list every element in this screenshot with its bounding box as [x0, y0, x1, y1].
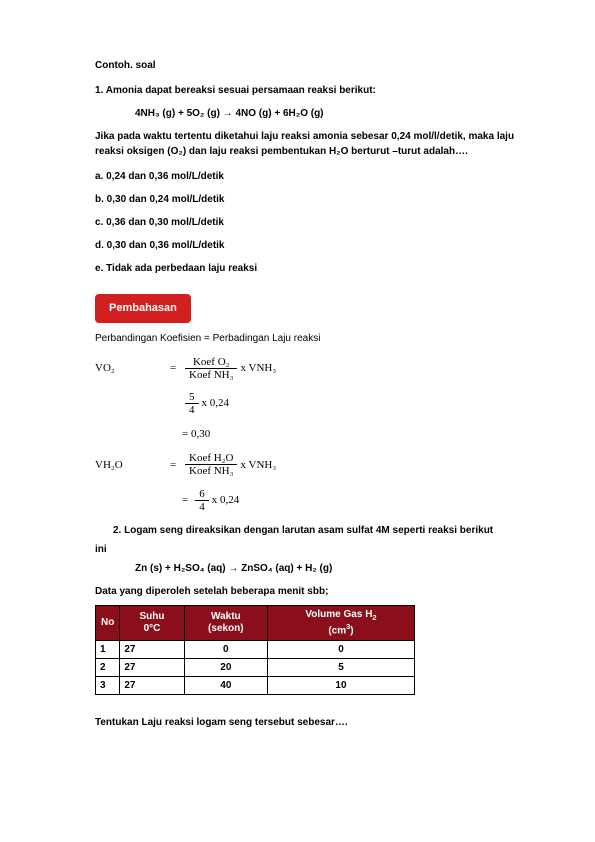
table-header-row: No Suhu0°C Waktu(sekon) Volume Gas H2(cm… [96, 605, 415, 640]
cell-waktu: 0 [184, 641, 267, 659]
vo2-step2-after: x 0,24 [202, 395, 230, 412]
q1-options: a. 0,24 dan 0,36 mol/L/detik b. 0,30 dan… [95, 169, 540, 276]
cell-suhu: 27 [120, 659, 184, 677]
q2-ini: ini [95, 542, 540, 557]
vh2o-den: Koef NH₃ [185, 465, 237, 477]
cell-no: 2 [96, 659, 120, 677]
cell-suhu: 27 [120, 641, 184, 659]
cell-volume: 10 [267, 677, 414, 695]
vo2-step2-num: 5 [185, 391, 199, 404]
q1-equation: 4NH₃ (g) + 5O₂ (g) → 4NO (g) + 6H₂O (g) [135, 106, 540, 121]
option-d: d. 0,30 dan 0,36 mol/L/detik [95, 238, 540, 253]
th-suhu: Suhu0°C [120, 605, 184, 640]
vh2o-label: VH₂O [95, 457, 170, 474]
q2-caption: Data yang diperoleh setelah beberapa men… [95, 584, 540, 599]
vo2-after: x VNH₃ [240, 360, 276, 377]
vo2-result: = 0,30 [182, 426, 540, 443]
cell-waktu: 20 [184, 659, 267, 677]
formula-vh2o: VH₂O = Koef H₂O Koef NH₃ x VNH₃ [95, 452, 540, 477]
vo2-step2: 5 4 x 0,24 [182, 391, 540, 416]
cell-no: 3 [96, 677, 120, 695]
table-row: 2 27 20 5 [96, 659, 415, 677]
vo2-step2-den: 4 [185, 404, 199, 416]
vh2o-step2-den: 4 [195, 501, 209, 513]
section-title: Contoh. soal [95, 58, 540, 73]
vo2-fraction: Koef O₂ Koef NH₃ [185, 356, 237, 381]
cell-volume: 0 [267, 641, 414, 659]
vh2o-step2-num: 6 [195, 488, 209, 501]
cell-no: 1 [96, 641, 120, 659]
cell-waktu: 40 [184, 677, 267, 695]
th-no: No [96, 605, 120, 640]
vo2-eq: = [170, 360, 182, 377]
q2-equation: Zn (s) + H₂SO₄ (aq) → ZnSO₄ (aq) + H₂ (g… [135, 561, 540, 576]
vh2o-step2: = 6 4 x 0,24 [182, 488, 540, 513]
table-row: 1 27 0 0 [96, 641, 415, 659]
final-prompt: Tentukan Laju reaksi logam seng tersebut… [95, 715, 540, 730]
vh2o-step2-after: x 0,24 [212, 492, 240, 509]
vo2-label: VO₂ [95, 360, 170, 377]
option-b: b. 0,30 dan 0,24 mol/L/detik [95, 192, 540, 207]
th-waktu: Waktu(sekon) [184, 605, 267, 640]
option-c: c. 0,36 dan 0,30 mol/L/detik [95, 215, 540, 230]
th-volume: Volume Gas H2(cm3) [267, 605, 414, 640]
vo2-num: Koef O₂ [185, 356, 237, 369]
q1-prompt: 1. Amonia dapat bereaksi sesuai persamaa… [95, 83, 540, 98]
vh2o-after: x VNH₃ [240, 457, 276, 474]
option-a: a. 0,24 dan 0,36 mol/L/detik [95, 169, 540, 184]
data-table: No Suhu0°C Waktu(sekon) Volume Gas H2(cm… [95, 605, 415, 695]
formula-vo2: VO₂ = Koef O₂ Koef NH₃ x VNH₃ [95, 356, 540, 381]
subtitle: Perbandingan Koefisien = Perbadingan Laj… [95, 331, 540, 346]
vh2o-fraction: Koef H₂O Koef NH₃ [185, 452, 237, 477]
vo2-step2-frac: 5 4 [185, 391, 199, 416]
table-row: 3 27 40 10 [96, 677, 415, 695]
cell-volume: 5 [267, 659, 414, 677]
option-e: e. Tidak ada perbedaan laju reaksi [95, 261, 540, 276]
q2-prompt: 2. Logam seng direaksikan dengan larutan… [95, 523, 540, 538]
pembahasan-badge: Pembahasan [95, 294, 191, 323]
cell-suhu: 27 [120, 677, 184, 695]
vh2o-num: Koef H₂O [185, 452, 237, 465]
vh2o-step2-eq: = [182, 492, 188, 509]
vh2o-eq: = [170, 457, 182, 474]
vo2-den: Koef NH₃ [185, 369, 237, 381]
q1-text: Jika pada waktu tertentu diketahui laju … [95, 129, 540, 159]
vh2o-step2-frac: 6 4 [195, 488, 209, 513]
